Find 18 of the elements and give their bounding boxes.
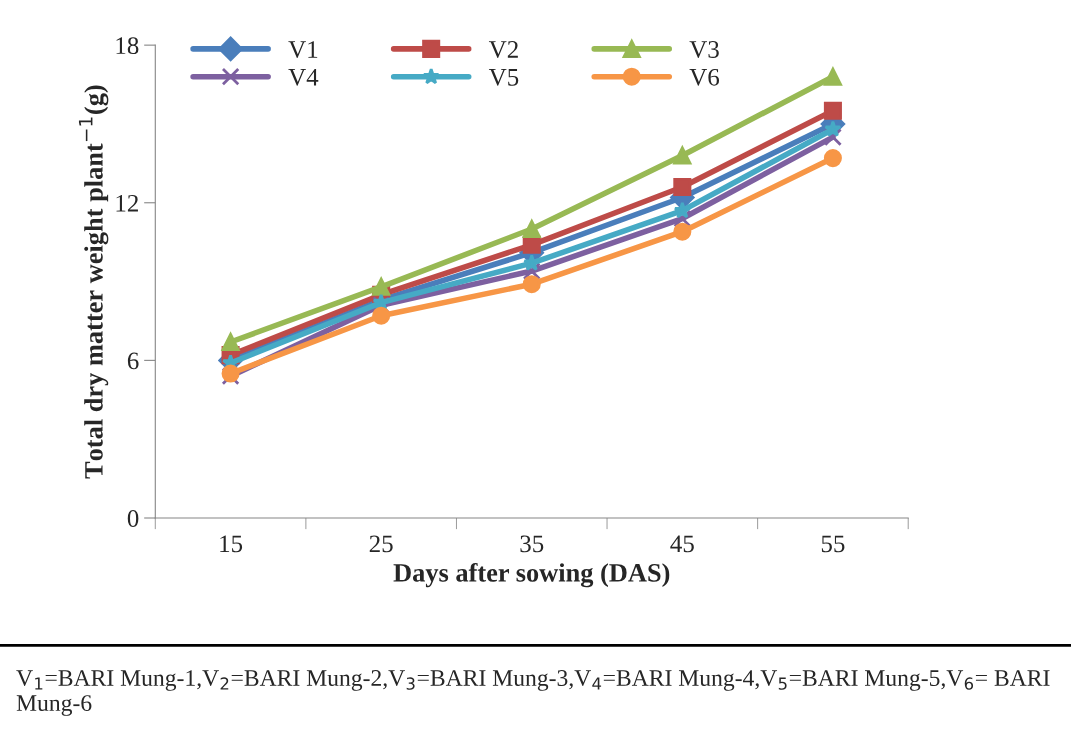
x-tick-label: 35 — [520, 535, 544, 553]
y-axis-title: Total dry matter weight plant$^{−1}$(g) — [78, 85, 109, 479]
y-tick-label: 18 — [116, 37, 139, 55]
x-axis-title: Days after sowing (DAS) — [393, 562, 670, 588]
text: V$_{1}$=BARI Mung-1,V$_{2}$=BARI Mung-2,V$_{3}$=BARI Mung-3,V$_{4}$=BARI Mung-4,V$_{5}$=BARI Mung-5,V$_{6}$= BARI Mung-6 — [16, 670, 1050, 716]
x-tick-label: 45 — [670, 535, 694, 553]
x-tick-label: 15 — [220, 535, 243, 553]
legend-label: V3 — [689, 41, 719, 59]
legend-label: V5 — [488, 69, 519, 86]
legend-label: V6 — [689, 68, 720, 86]
y-tick-label: 0 — [127, 510, 139, 527]
legend-label: V1 — [288, 41, 318, 59]
legend-label: V4 — [288, 69, 319, 86]
x-tick-label: 25 — [369, 535, 393, 553]
x-tick-label: 55 — [821, 535, 845, 553]
legend-label: V2 — [488, 41, 518, 59]
y-tick-label: 12 — [116, 194, 138, 212]
y-tick-label: 6 — [127, 352, 139, 370]
